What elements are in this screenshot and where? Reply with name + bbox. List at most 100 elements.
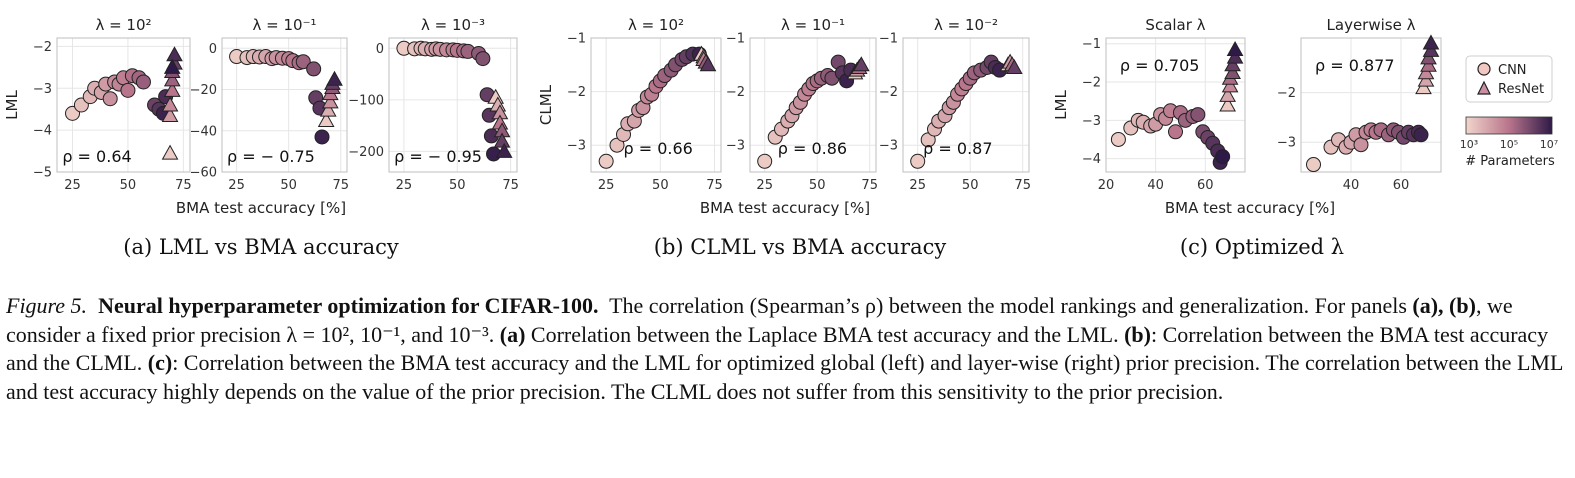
x-tick-label: 40 — [1343, 178, 1360, 193]
x-tick-label: 25 — [64, 178, 81, 193]
cnn-point — [1190, 107, 1206, 123]
legend-cnn-marker — [1477, 62, 1491, 76]
y-tick-label: −2 — [33, 40, 52, 55]
colorbar-tick-0: 10³ — [1460, 138, 1478, 151]
caption-ref-ab: (a), (b) — [1412, 293, 1476, 318]
legend-resnet-marker — [1477, 80, 1491, 95]
y-axis-label: LML — [1052, 90, 1070, 120]
caption-ref-a: (a) — [499, 321, 526, 347]
resnet-point — [1422, 34, 1440, 50]
cnn-point — [1413, 127, 1429, 143]
x-tick-label: 75 — [502, 178, 519, 193]
panel-5: 25 50 75 −3 −2 −1 λ = 10⁻¹ ρ = 0.86 — [726, 16, 878, 193]
caption-text-4: : Correlation between the BMA test accur… — [6, 321, 1549, 376]
y-tick-label: −100 — [348, 93, 384, 108]
xlabel-group-b: BMA test accuracy [%] — [700, 199, 870, 217]
rho-annotation: ρ = 0.66 — [624, 139, 693, 158]
plot-frame — [1300, 37, 1442, 173]
resnet-point — [1420, 56, 1437, 72]
y-tick-label: −1 — [1082, 37, 1101, 52]
legend-cnn-label: CNN — [1498, 63, 1527, 78]
plot-frame — [902, 37, 1030, 173]
x-tick-label: 25 — [396, 178, 413, 193]
y-tick-label: −2 — [567, 85, 586, 100]
y-tick-label: −5 — [33, 166, 52, 181]
cnn-point — [475, 51, 491, 67]
plot-frame — [388, 37, 518, 173]
resnet-point — [1224, 56, 1241, 72]
cnn-point — [314, 129, 330, 145]
panel-1: 25 50 75 −5 −4 −3 −2 λ = 10² LML ρ = 0.64 — [3, 16, 192, 193]
colorbar-gradient — [1465, 116, 1553, 135]
caption-text-1: The correlation (Spearman’s ρ) between t… — [609, 293, 1413, 318]
x-tick-label: 50 — [120, 178, 137, 193]
cnn-point — [120, 82, 136, 98]
resnet-point — [1420, 49, 1437, 65]
colorbar-label: # Parameters — [1465, 154, 1555, 169]
resnet-point — [161, 96, 179, 112]
caption-figure-label: Figure 5. — [6, 293, 88, 318]
y-tick-label: −60 — [190, 166, 217, 181]
cnn-point — [598, 153, 614, 169]
y-tick-label: −20 — [190, 83, 217, 98]
panel-title: Scalar λ — [1145, 16, 1205, 34]
y-axis-label: LML — [3, 90, 21, 120]
plot-frame — [590, 37, 722, 173]
plot-frame — [56, 37, 191, 173]
resnet-point — [326, 70, 343, 86]
x-tick-label: 40 — [1147, 178, 1164, 193]
resnet-point — [495, 142, 513, 158]
x-tick-label: 50 — [652, 178, 669, 193]
cnn-point — [135, 74, 151, 90]
x-tick-label: 60 — [1393, 178, 1410, 193]
cnn-point — [306, 61, 322, 77]
cnn-point — [757, 153, 773, 169]
rho-annotation: ρ = 0.86 — [778, 139, 847, 158]
y-tick-label: −1 — [726, 32, 745, 47]
panel-title: λ = 10⁻³ — [421, 16, 485, 34]
y-tick-label: −1 — [567, 32, 586, 47]
rho-annotation: ρ = 0.705 — [1120, 56, 1200, 75]
resnet-point — [1415, 79, 1432, 95]
resnet-point — [317, 111, 335, 127]
x-tick-label: 75 — [175, 178, 192, 193]
resnet-point — [321, 93, 339, 109]
x-tick-label: 75 — [1014, 178, 1031, 193]
legend: CNN ResNet — [1465, 55, 1553, 103]
y-tick-label: −3 — [33, 82, 52, 97]
y-tick-label: −3 — [879, 139, 898, 154]
x-tick-label: 60 — [1197, 178, 1214, 193]
resnet-point — [163, 81, 181, 97]
panel-8: 40 60 −3 −2 Layerwise λ ρ = 0.877 — [1277, 16, 1442, 193]
y-tick-label: 0 — [209, 42, 217, 57]
caption-title: Neural hyperparameter optimization for C… — [98, 293, 599, 318]
caption-ref-c: (c) — [147, 350, 173, 375]
panel-3: 25 50 75 −200 −100 0 λ = 10⁻³ ρ = − 0.95 — [348, 16, 519, 193]
panel-title: λ = 10² — [628, 16, 684, 34]
y-tick-label: −2 — [726, 85, 745, 100]
panel-title: λ = 10² — [95, 16, 151, 34]
rho-annotation: ρ = − 0.75 — [227, 147, 315, 166]
y-tick-label: −40 — [190, 124, 217, 139]
y-tick-label: −2 — [1277, 86, 1296, 101]
rho-annotation: ρ = 0.64 — [62, 147, 131, 166]
y-tick-label: −3 — [1082, 114, 1101, 129]
colorbar: 10³ 10⁵ 10⁷ # Parameters — [1460, 116, 1558, 169]
x-tick-label: 50 — [280, 178, 297, 193]
x-tick-label: 25 — [909, 178, 926, 193]
rho-annotation: ρ = 0.87 — [923, 139, 992, 158]
resnet-point — [1005, 58, 1023, 74]
panel-4: 25 50 75 −3 −2 −1 λ = 10² CLML ρ = 0.66 — [537, 16, 723, 193]
figure-caption: Figure 5. Neural hyperparameter optimiza… — [6, 292, 1568, 406]
resnet-point — [1219, 96, 1236, 112]
y-tick-label: −2 — [879, 85, 898, 100]
resnet-point — [163, 71, 181, 87]
plot-frame — [221, 37, 348, 173]
y-tick-label: −3 — [726, 139, 745, 154]
colorbar-tick-2: 10⁷ — [1540, 138, 1558, 151]
x-tick-label: 50 — [809, 178, 826, 193]
resnet-point — [319, 101, 337, 117]
resnet-point — [166, 46, 183, 62]
y-tick-label: 0 — [376, 42, 384, 57]
